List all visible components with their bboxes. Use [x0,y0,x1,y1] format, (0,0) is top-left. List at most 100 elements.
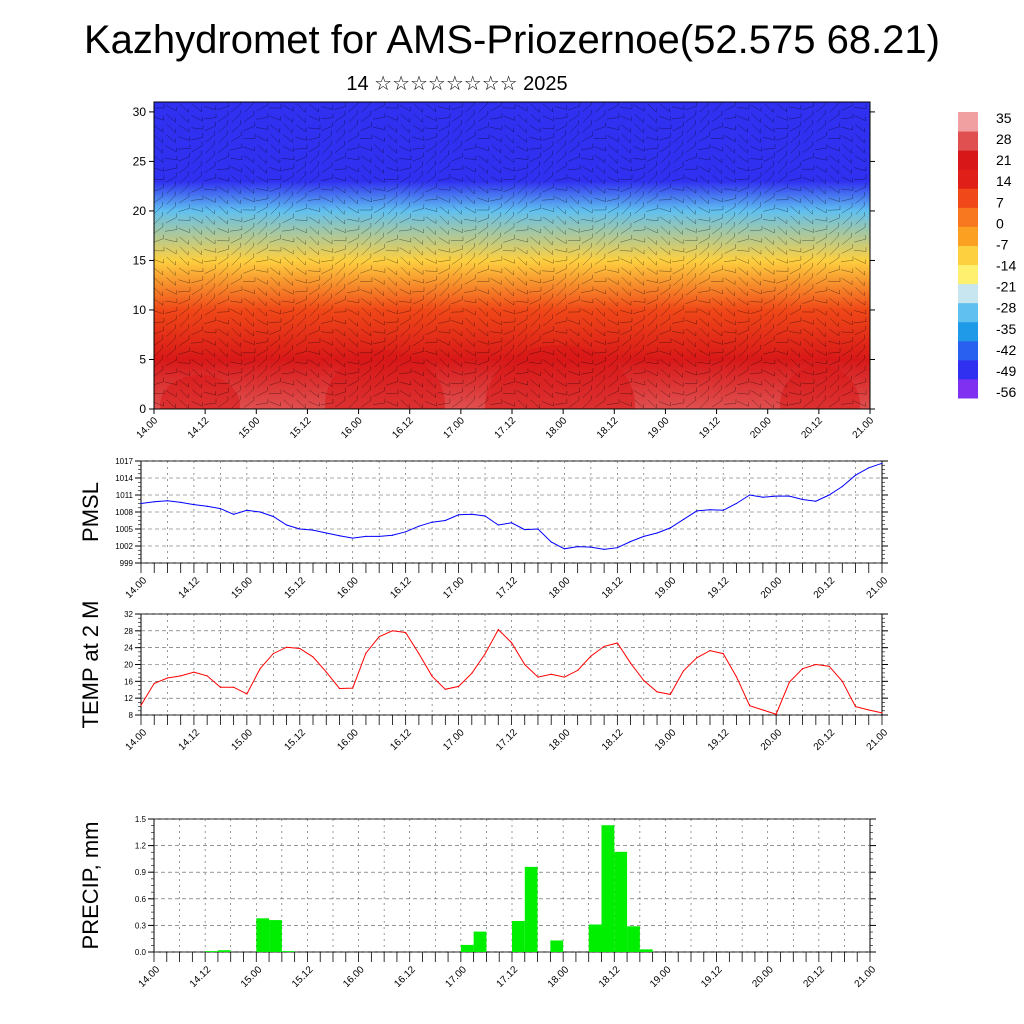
x-tick-label: 19.00 [653,575,679,601]
x-tick-label: 20.00 [750,964,776,990]
data-point [854,705,857,708]
precip-bar [205,951,218,952]
x-tick-label: 18.00 [544,415,570,441]
colorbar-label: -42 [996,342,1016,358]
data-point [603,645,605,648]
data-point [272,515,274,518]
y-tick-label: 20 [124,661,133,670]
data-point [352,537,354,539]
x-tick-label: 16.00 [341,964,367,990]
data-point [365,535,367,537]
warm-core [485,345,635,409]
data-point [603,548,605,551]
wind-barb-row [154,313,867,327]
wind-barb-row [154,181,866,195]
data-point [563,676,566,678]
data-point [682,670,685,672]
x-tick-label: 17.12 [494,727,520,753]
data-point [735,676,738,678]
heatmap-field [154,102,870,409]
colorbar-swatch [958,169,978,189]
colorbar-swatch [958,131,978,151]
data-point [378,535,380,537]
y-tick-label: 0 [139,402,146,416]
y-tick-label: 1017 [115,457,133,466]
x-tick-label: 14.00 [135,415,161,441]
precip-bar [524,866,538,952]
x-tick-label: 21.00 [865,575,891,601]
colorbar-label: -7 [996,236,1009,252]
data-point [444,519,446,522]
data-point [365,652,367,654]
precip-chart: 1.5 1.2 0.9 0.6 0.3 0.0 14.00 14.12 15.00 15.12 16… [78,815,878,990]
data-point [312,529,314,531]
x-tick-label: 20.00 [759,727,785,753]
data-point [735,502,738,505]
data-point [550,673,552,675]
data-point [616,642,618,644]
data-point [431,675,433,677]
data-point [762,709,764,711]
data-point [775,495,777,497]
x-tick-label: 14.00 [137,964,163,990]
x-tick-label: 16.12 [388,727,414,753]
wind-barb-row [154,201,865,215]
precip-bar [550,940,564,952]
data-point [431,521,433,523]
data-point [299,647,301,650]
data-point [696,510,698,512]
x-tick-label: 20.00 [759,575,785,601]
data-point [828,665,830,667]
wind-barb-row [154,120,865,133]
x-tick-label: 21.00 [865,727,891,753]
data-point [524,528,526,531]
x-tick-label: 17.00 [444,964,470,990]
data-point [457,514,460,516]
data-point [166,677,169,679]
data-point [140,704,142,706]
x-tick-label: 18.00 [547,727,573,753]
data-point [233,686,235,688]
x-tick-label: 15.12 [288,415,314,441]
warm-core [160,375,240,409]
data-point [285,524,288,526]
y-axis-label: PRECIP, mm [78,822,103,950]
colorbar-swatch [958,340,978,361]
y-tick-label: 15 [133,253,147,267]
precip-bar [256,918,270,952]
x-tick-label: 14.00 [124,727,150,753]
x-tick-label: 15.00 [230,727,256,753]
data-point [153,682,155,685]
x-tick-label: 19.00 [646,415,672,441]
heatmap-warm-cores [154,102,867,409]
data-point [577,669,579,671]
data-point [484,653,486,655]
wind-barb-row [154,263,865,276]
x-tick-label: 18.12 [600,575,626,601]
colorbar-swatch [958,264,978,285]
data-point [788,681,790,683]
data-point [669,693,671,695]
wind-barb-row [154,252,866,266]
wind-barb-row [154,293,866,307]
data-point [166,500,169,502]
precip-bar [601,825,615,952]
data-point [338,535,341,537]
data-point [696,657,698,659]
data-point [749,494,751,496]
wind-barb-row [154,283,865,297]
data-point [246,693,248,695]
data-point [656,532,658,534]
colorbar-swatch [958,283,978,304]
y-tick-label: 1008 [115,508,133,517]
x-tick-label: 15.00 [237,415,263,441]
data-point [762,496,764,498]
colorbar-swatch [958,188,978,208]
y-tick-label: 10 [133,303,147,317]
data-point [457,685,460,687]
precip-bar [281,951,295,952]
precip-bar [217,950,231,952]
y-tick-label: 1011 [116,491,134,500]
data-point [299,528,301,530]
